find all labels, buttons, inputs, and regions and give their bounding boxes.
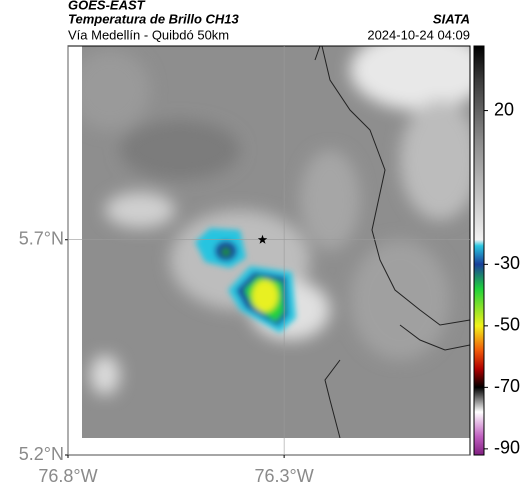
x-tick-label: 76.8°W xyxy=(38,466,97,486)
subtitle: Vía Medellín - Quibdó 50km xyxy=(68,27,229,42)
location-marker xyxy=(257,234,268,244)
title: Temperatura de Brillo CH13 xyxy=(68,11,240,26)
y-tick-label: 5.7°N xyxy=(19,228,64,248)
colorbar-tick-label: -30 xyxy=(494,253,520,273)
colorbar xyxy=(473,45,485,456)
y-tick-label: 5.2°N xyxy=(19,444,64,464)
brand: SIATA xyxy=(433,11,470,26)
satellite-image xyxy=(82,46,470,438)
colorbar-tick-label: -90 xyxy=(494,438,520,458)
source: GOES-EAST xyxy=(68,0,146,12)
colorbar-tick-label: 20 xyxy=(494,99,514,119)
colorbar-tick-label: -50 xyxy=(494,315,520,335)
timestamp: 2024-10-24 04:09 xyxy=(367,27,470,42)
colorbar-tick-label: -70 xyxy=(494,376,520,396)
x-tick-label: 76.3°W xyxy=(255,466,314,486)
